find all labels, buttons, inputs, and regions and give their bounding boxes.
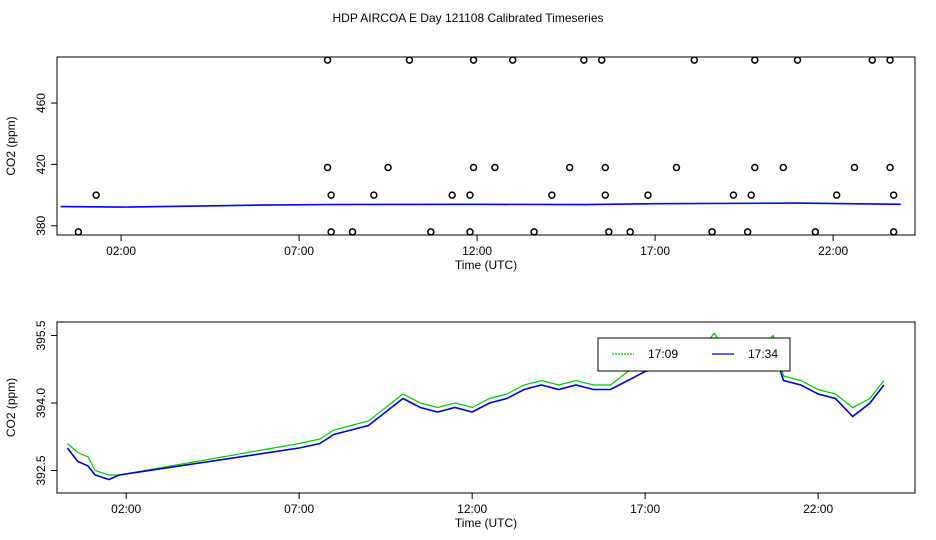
panel2-y-axis-label: CO2 (ppm) (4, 378, 18, 437)
panel1-point (466, 191, 474, 199)
panel2-legend-label: 17:34 (748, 347, 778, 361)
panel1-point (886, 163, 894, 172)
panel1-point (605, 228, 613, 236)
panel1-point (323, 56, 332, 64)
panel1-point (601, 191, 610, 199)
panel2-y-tick-label: 394.0 (34, 388, 48, 418)
panel1-point (743, 228, 752, 236)
panel1-x-axis-label: Time (UTC) (455, 258, 517, 272)
panel1-point (384, 163, 392, 172)
panel2-y-tick-label: 392.5 (34, 455, 48, 485)
panel1-plot-frame (56, 56, 916, 236)
panel1-point (850, 163, 859, 172)
panel1-point (644, 191, 652, 199)
panel1-point (626, 228, 634, 236)
panel1-point (548, 191, 556, 199)
panel1-point (74, 228, 83, 236)
panel1-point (448, 191, 456, 199)
panel1-x-tick-label: 12:00 (462, 244, 492, 258)
panel1-point (751, 163, 759, 172)
panel1-point (889, 228, 898, 236)
panel1-point (811, 228, 820, 236)
panel1-point (327, 228, 335, 236)
panel1-point (469, 163, 478, 172)
panel1-y-tick-label: 460 (34, 93, 48, 113)
panel2-y-tick-label: 395.5 (34, 320, 48, 350)
panel1-point (672, 163, 681, 172)
panel1-point (565, 163, 574, 172)
panel1-x-tick-label: 02:00 (106, 244, 136, 258)
panel1-point (92, 191, 100, 199)
panel1-point (779, 163, 788, 172)
panel1-point (491, 163, 499, 172)
panel1-point (327, 191, 335, 199)
panel1-point (708, 228, 716, 236)
panel1-point (729, 191, 738, 199)
panel1-point (348, 228, 357, 236)
panel1-x-tick-label: 17:00 (640, 244, 670, 258)
panel1-x-tick-label: 07:00 (284, 244, 314, 258)
panel2-x-tick-label: 22:00 (803, 502, 833, 516)
panel2-plot-frame (56, 321, 916, 494)
panel2-x-tick-label: 17:00 (630, 502, 660, 516)
panel1-point (405, 56, 414, 64)
panel1-y-tick-label: 380 (34, 215, 48, 235)
panel2-x-tick-label: 02:00 (111, 502, 141, 516)
panel1-point (751, 56, 759, 64)
panel1-point (427, 228, 435, 236)
panel2-x-axis-label: Time (UTC) (455, 516, 517, 530)
panel1-point (601, 163, 610, 172)
panel1-point (466, 228, 474, 236)
panel1-point (323, 163, 332, 172)
panel1-y-tick-label: 420 (34, 154, 48, 174)
panel2-x-tick-label: 07:00 (284, 502, 314, 516)
panel1-point (868, 56, 877, 64)
panel1-point (747, 191, 755, 199)
panel1-series-line-1 (60, 202, 901, 208)
panel1-point (832, 191, 841, 199)
panel1-point (597, 56, 606, 64)
panel1-point (690, 56, 699, 64)
panel1-point (530, 228, 538, 236)
panel2-x-tick-label: 12:00 (457, 502, 487, 516)
panel2-legend-label: 17:09 (648, 347, 678, 361)
panel1-point (886, 56, 894, 64)
panel1-point (370, 191, 378, 199)
chart-title: HDP AIRCOA E Day 121108 Calibrated Times… (332, 11, 603, 25)
panel1-point (793, 56, 802, 64)
panel1-point (469, 56, 478, 64)
panel1-point (580, 56, 588, 64)
panel1-y-axis-label: CO2 (ppm) (4, 116, 18, 175)
panel1-point (508, 56, 517, 64)
panel1-point (889, 191, 898, 199)
panel1-x-tick-label: 22:00 (818, 244, 848, 258)
